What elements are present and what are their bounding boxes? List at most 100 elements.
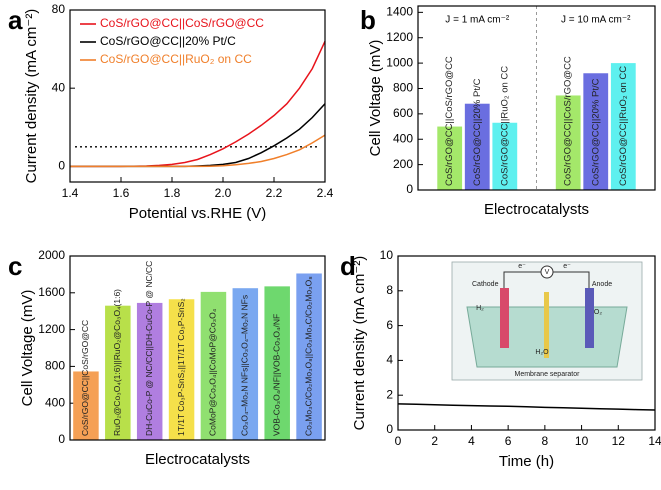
bar bbox=[264, 286, 290, 440]
y-tick-label: 1200 bbox=[386, 30, 413, 44]
y-tick-label: 0 bbox=[58, 159, 65, 173]
legend-label: CoS/rGO@CC||20% Pt/C bbox=[100, 34, 236, 48]
bar-label: RuO₂@Co₃O₄(1:6)||RuO₂@Co₃O₄(1:6) bbox=[112, 289, 122, 436]
bar bbox=[610, 63, 636, 190]
bar-label: VOB-Co₃O₄/NF||VOB-Co₃O₄/NF bbox=[271, 314, 281, 436]
x-tick-label: 2.4 bbox=[317, 186, 334, 200]
inset-label: O₂ bbox=[594, 309, 602, 316]
plot-frame bbox=[417, 5, 656, 191]
y-tick-label: 80 bbox=[52, 2, 66, 16]
y-axis-label: Cell Voltage (mV) bbox=[19, 290, 36, 407]
inset-label: H₂O bbox=[535, 349, 549, 356]
bar bbox=[464, 103, 490, 190]
panel-letter: c bbox=[8, 251, 22, 281]
y-tick-label: 6 bbox=[386, 318, 393, 332]
inset-cathode bbox=[500, 288, 509, 348]
bar bbox=[73, 371, 99, 440]
y-tick-label: 400 bbox=[393, 131, 413, 145]
x-axis-label: Time (h) bbox=[499, 453, 554, 470]
x-tick-label: 2.2 bbox=[266, 186, 283, 200]
bar-label: CoS/rGO@CC||RuO₂ on CC bbox=[618, 66, 629, 186]
inset-label: e⁻ bbox=[563, 263, 571, 270]
inset-label: Membrane separator bbox=[515, 371, 581, 378]
group-label: J = 10 mA cm⁻² bbox=[561, 15, 631, 26]
inset-label: V bbox=[545, 269, 550, 276]
bar bbox=[105, 305, 131, 440]
bar bbox=[555, 95, 581, 190]
y-axis-label: Cell Voltage (mV) bbox=[367, 40, 384, 157]
x-tick-label: 1.6 bbox=[113, 186, 130, 200]
y-tick-label: 2000 bbox=[38, 248, 65, 262]
y-tick-label: 8 bbox=[386, 283, 393, 297]
bar-label: Co₃Mo₃C/Co₂Mo₃O₈||Co₃Mo₃C/Co₂Mo₃O₈ bbox=[303, 276, 313, 436]
x-tick-label: 6 bbox=[505, 434, 512, 448]
bar bbox=[200, 291, 227, 440]
y-tick-label: 600 bbox=[393, 106, 413, 120]
bar bbox=[168, 299, 195, 440]
inset-label: e⁻ bbox=[518, 263, 526, 270]
x-axis-label: Electrocatalysts bbox=[145, 451, 250, 468]
x-tick-label: 8 bbox=[542, 434, 549, 448]
panel-letter: a bbox=[8, 5, 23, 35]
bar bbox=[296, 273, 322, 440]
inset-anode bbox=[585, 288, 594, 348]
bar bbox=[136, 302, 163, 440]
bar-label: CoS/rGO@CC||20% Pt/C bbox=[472, 78, 483, 186]
y-tick-label: 2 bbox=[386, 387, 393, 401]
x-tick-label: 12 bbox=[612, 434, 626, 448]
group-label: J = 1 mA cm⁻² bbox=[445, 15, 510, 26]
y-tick-label: 1400 bbox=[386, 5, 413, 19]
plot-frame bbox=[397, 255, 656, 431]
x-tick-label: 14 bbox=[648, 434, 661, 448]
inset-meter bbox=[540, 265, 554, 279]
x-tick-label: 0 bbox=[395, 434, 402, 448]
x-axis-label: Electrocatalysts bbox=[484, 201, 589, 218]
y-tick-label: 4 bbox=[386, 353, 393, 367]
bar-label: CoS/rGO@CC||CoS/rGO@CC bbox=[80, 320, 90, 436]
bar bbox=[492, 122, 518, 190]
inset-label: H₂ bbox=[476, 305, 484, 312]
bar-label: Co₃O₄–Mo₂N NFs||Co₃O₄–Mo₂N NFs bbox=[240, 295, 250, 436]
y-tick-label: 800 bbox=[393, 81, 413, 95]
bar-label: DH-CuCo-P @ NC/CC||DH-CuCo-P @ NC/CC bbox=[144, 261, 154, 436]
y-axis-label: Current density (mA cm⁻²) bbox=[351, 256, 368, 431]
x-tick-label: 10 bbox=[575, 434, 589, 448]
legend-label: CoS/rGO@CC||CoS/rGO@CC bbox=[100, 16, 264, 30]
bar-label: CoS/rGO@CC||CoS/rGO@CC bbox=[444, 56, 455, 186]
inset-label: Anode bbox=[592, 281, 612, 288]
bar bbox=[583, 73, 609, 190]
data-line bbox=[70, 103, 326, 168]
bar-label: 1T/1T Co₃P-SnS₂||1T/1T Co₃P-SnS₂ bbox=[176, 298, 186, 436]
y-tick-label: 0 bbox=[386, 422, 393, 436]
legend-label: CoS/rGO@CC||RuO₂ on CC bbox=[100, 52, 252, 66]
inset-membrane bbox=[544, 292, 549, 358]
plot-frame bbox=[69, 255, 326, 441]
y-tick-label: 1000 bbox=[386, 55, 413, 69]
bar bbox=[437, 126, 463, 190]
y-tick-label: 40 bbox=[52, 80, 66, 94]
x-axis-label: Potential vs.RHE (V) bbox=[129, 205, 267, 222]
inset-label: Cathode bbox=[472, 281, 499, 288]
bar bbox=[232, 288, 259, 440]
y-tick-label: 400 bbox=[45, 395, 65, 409]
data-line bbox=[397, 403, 656, 411]
panel-letter: b bbox=[360, 5, 376, 35]
bar-label: CoS/rGO@CC||RuO₂ on CC bbox=[499, 66, 510, 186]
y-tick-label: 0 bbox=[58, 432, 65, 446]
x-tick-label: 2 bbox=[431, 434, 438, 448]
y-axis-label: Current density (mA cm⁻²) bbox=[23, 9, 40, 184]
bar-label: CoS/rGO@CC||20% Pt/C bbox=[590, 78, 601, 186]
y-tick-label: 800 bbox=[45, 359, 65, 373]
y-tick-label: 0 bbox=[406, 182, 413, 196]
y-tick-label: 200 bbox=[393, 157, 413, 171]
bar-label: CoS/rGO@CC||CoS/rGO@CC bbox=[563, 56, 574, 186]
y-tick-label: 1600 bbox=[38, 285, 65, 299]
y-tick-label: 1200 bbox=[38, 322, 65, 336]
data-line bbox=[70, 134, 326, 168]
y-tick-label: 10 bbox=[380, 248, 394, 262]
x-tick-label: 1.4 bbox=[62, 186, 79, 200]
x-tick-label: 4 bbox=[468, 434, 475, 448]
x-tick-label: 1.8 bbox=[164, 186, 181, 200]
plot-frame bbox=[69, 9, 326, 183]
